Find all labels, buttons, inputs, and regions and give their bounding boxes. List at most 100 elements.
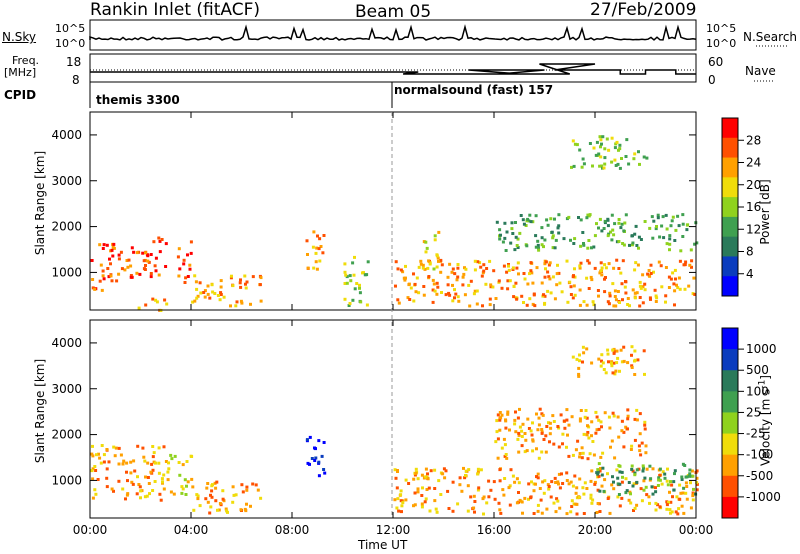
velocity-cell	[657, 476, 661, 480]
power-cell	[542, 293, 545, 297]
velocity-cell	[648, 501, 651, 505]
velocity-cell	[314, 456, 318, 460]
velocity-cell	[218, 502, 222, 505]
power-cell	[687, 284, 691, 288]
power-cell	[533, 304, 537, 308]
velocity-cell	[256, 488, 260, 492]
velocity-cell	[153, 480, 157, 483]
velocity-cell	[401, 501, 405, 505]
power-cell	[679, 249, 683, 253]
velocity-cell	[637, 467, 641, 471]
velocity-cbar-tick-label: -25	[746, 427, 766, 441]
power-cell	[681, 213, 685, 217]
velocity-cell	[498, 468, 502, 472]
power-cell	[230, 274, 233, 278]
power-cell	[355, 282, 359, 285]
velocity-cell	[642, 466, 645, 470]
power-cell	[585, 303, 589, 307]
velocity-cell	[616, 356, 620, 360]
velocity-cell	[546, 483, 550, 487]
freq-trace	[90, 63, 696, 75]
power-cell	[660, 285, 664, 289]
power-cell	[143, 268, 147, 271]
power-cell	[186, 275, 190, 278]
velocity-cell	[209, 493, 212, 497]
velocity-cell	[550, 480, 554, 484]
velocity-cell	[688, 472, 692, 476]
power-cell	[188, 267, 192, 271]
velocity-cell	[665, 479, 669, 483]
velocity-cell	[396, 497, 400, 501]
power-cell	[557, 271, 561, 275]
power-cell	[542, 245, 545, 249]
velocity-cell	[520, 429, 524, 433]
power-cell	[684, 260, 688, 264]
power-cell	[570, 165, 573, 169]
power-cell	[516, 246, 520, 249]
velocity-cell	[542, 491, 546, 495]
velocity-cell	[91, 496, 95, 500]
power-cell	[182, 262, 186, 266]
power-cell	[510, 221, 514, 225]
power-cell	[600, 164, 604, 168]
velocity-cell	[137, 483, 141, 486]
power-cell	[423, 267, 427, 271]
velocity-cell	[596, 468, 600, 472]
power-cell	[451, 299, 455, 303]
velocity-cell	[561, 442, 564, 446]
velocity-cell	[669, 500, 673, 504]
velocity-cell	[642, 349, 646, 353]
velocity-ytick-label: 1000	[51, 473, 82, 487]
power-cell	[206, 284, 210, 288]
velocity-cell	[562, 419, 566, 423]
power-cell	[99, 263, 103, 267]
power-cell	[316, 234, 319, 238]
velocity-cell	[611, 475, 614, 479]
velocity-cell	[523, 432, 527, 435]
power-cell	[613, 295, 617, 298]
velocity-cell	[680, 475, 684, 479]
power-cell	[596, 289, 600, 292]
velocity-cell	[520, 435, 524, 438]
power-cell	[315, 246, 319, 250]
velocity-cell	[138, 485, 142, 489]
power-cell	[529, 220, 533, 224]
velocity-cell	[639, 487, 643, 491]
velocity-cell	[456, 502, 460, 506]
velocity-cbar-tick-label: -1000	[746, 490, 781, 504]
velocity-cell	[181, 463, 185, 467]
power-cell	[530, 271, 534, 275]
velocity-cell	[571, 355, 575, 359]
power-cell	[573, 293, 577, 297]
velocity-cell	[577, 366, 581, 370]
velocity-cell	[612, 361, 616, 365]
power-panel	[90, 135, 699, 312]
velocity-cell	[107, 460, 111, 464]
power-ylabel: Slant Range [km]	[33, 150, 47, 256]
power-cell	[518, 231, 522, 235]
velocity-cell	[427, 486, 431, 490]
velocity-cell	[621, 475, 624, 479]
velocity-cell	[572, 502, 576, 506]
power-cbar-swatch	[722, 276, 738, 297]
power-cell	[235, 300, 239, 304]
power-cell	[177, 247, 181, 251]
velocity-cell	[131, 482, 135, 486]
power-cell	[655, 225, 658, 228]
velocity-cell	[170, 457, 174, 461]
velocity-cell	[638, 412, 642, 416]
power-cell	[638, 280, 642, 284]
power-cell	[182, 258, 186, 262]
power-cell	[403, 278, 407, 282]
velocity-cell	[695, 481, 699, 485]
power-cell	[588, 142, 592, 145]
power-cell	[101, 274, 105, 278]
power-cell	[649, 263, 653, 267]
velocity-cell	[443, 476, 447, 480]
velocity-cell	[306, 461, 310, 465]
velocity-cell	[97, 452, 100, 456]
power-cell	[660, 224, 664, 228]
velocity-cell	[598, 469, 602, 473]
velocity-cell	[584, 409, 588, 412]
velocity-cell	[595, 511, 599, 514]
